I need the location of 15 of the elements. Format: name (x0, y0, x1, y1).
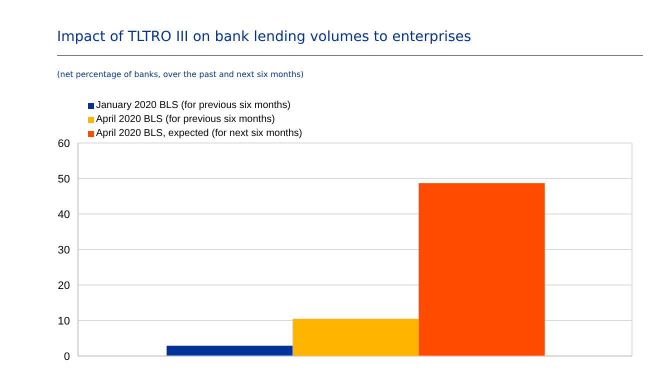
y-tick-label: 50 (58, 173, 70, 186)
bar (418, 183, 545, 356)
y-tick-label: 40 (58, 208, 70, 221)
chart-title: Impact of TLTRO III on bank lending volumes to enterprises (57, 29, 472, 45)
y-tick-label: 30 (58, 244, 70, 256)
legend-label: April 2020 BLS, expected (for next six months) (96, 127, 302, 141)
bar (292, 318, 419, 356)
y-tick-label: 60 (58, 138, 70, 150)
y-tick-label: 20 (58, 280, 70, 292)
legend-label: April 2020 BLS (for previous six months) (96, 113, 275, 127)
legend-label: January 2020 BLS (for previous six months) (96, 99, 291, 113)
bar (166, 346, 293, 356)
y-tick-label: 10 (58, 315, 70, 328)
chart-subtitle: (net percentage of banks, over the past and next six months) (57, 70, 304, 79)
y-tick-label: 0 (64, 350, 70, 363)
